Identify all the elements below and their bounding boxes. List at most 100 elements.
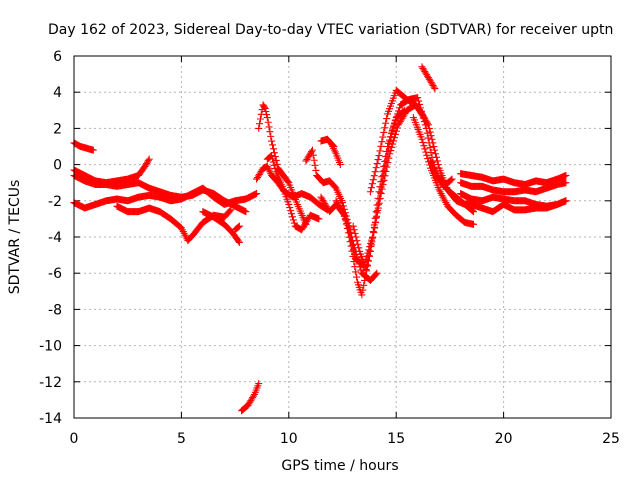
data-point (392, 127, 400, 135)
series-track-u (427, 157, 478, 216)
series-track-e (113, 202, 235, 245)
data-point (353, 273, 361, 281)
data-point (396, 104, 404, 112)
data-point (470, 220, 478, 228)
x-axis-label: GPS time / hours (281, 458, 398, 474)
data-point (362, 272, 370, 280)
data-point (420, 142, 428, 150)
x-tick-label: 20 (495, 431, 513, 447)
data-point (363, 261, 371, 269)
data-point (89, 146, 97, 154)
data-point (374, 206, 382, 214)
data-point (392, 116, 400, 124)
data-point (227, 206, 235, 214)
data-point (383, 152, 391, 160)
data-point (350, 246, 358, 254)
data-point (379, 171, 387, 179)
data-point (284, 177, 292, 185)
data-point (145, 155, 153, 163)
data-point (390, 122, 398, 130)
data-point (273, 160, 281, 168)
y-tick-label: -14 (39, 411, 62, 427)
data-point (429, 139, 437, 147)
data-point (376, 147, 384, 155)
data-point (253, 190, 261, 198)
data-point (387, 133, 395, 141)
data-point (338, 206, 346, 214)
data-point (373, 269, 381, 277)
data-point (285, 200, 293, 208)
y-tick-label: -8 (48, 302, 62, 318)
data-point (353, 237, 361, 245)
data-point (381, 162, 389, 170)
series-track-w (457, 179, 570, 196)
data-point (389, 125, 397, 133)
data-point (142, 161, 150, 169)
data-point (423, 151, 431, 159)
data-point (256, 115, 264, 123)
data-point (143, 160, 151, 168)
data-point (369, 176, 377, 184)
data-point (263, 111, 271, 119)
data-point (431, 85, 439, 93)
data-point (365, 252, 373, 260)
data-point (359, 286, 367, 294)
data-point (368, 238, 376, 246)
data-point (250, 392, 258, 400)
data-point (351, 263, 359, 271)
data-point (309, 151, 317, 159)
data-point (355, 244, 363, 252)
data-point (242, 208, 250, 216)
data-point (271, 165, 279, 173)
data-point (290, 219, 298, 227)
data-point (234, 237, 242, 245)
data-point (380, 128, 388, 136)
data-point (372, 164, 380, 172)
data-point (562, 197, 570, 205)
data-point (394, 110, 402, 118)
data-point (375, 195, 383, 203)
data-point (391, 130, 399, 138)
data-point (382, 167, 390, 175)
data-point (430, 83, 438, 91)
data-point (470, 208, 478, 216)
data-point (433, 157, 441, 165)
series-track-f (199, 208, 243, 246)
data-point (380, 176, 388, 184)
data-point (372, 218, 380, 226)
data-point (383, 115, 391, 123)
y-tick-label: 2 (53, 121, 62, 137)
data-point (377, 142, 385, 150)
data-point (269, 145, 277, 153)
data-point (415, 97, 423, 105)
data-point (266, 128, 274, 136)
data-point (384, 147, 392, 155)
data-point (393, 124, 401, 132)
data-point (562, 171, 570, 179)
data-point (377, 183, 385, 191)
data-point (351, 229, 359, 237)
series-track-n (328, 141, 344, 169)
data-point (262, 108, 270, 116)
data-point (255, 124, 263, 132)
data-point (310, 156, 318, 164)
data-point (263, 114, 271, 122)
data-point (423, 129, 431, 137)
data-point (289, 216, 297, 224)
data-point (358, 291, 366, 299)
series-track-t (409, 114, 478, 228)
series-track-g (231, 222, 243, 234)
data-point (345, 224, 353, 232)
data-point (426, 144, 434, 152)
y-tick-label: -6 (48, 266, 62, 282)
data-point (269, 141, 277, 149)
data-point (371, 168, 379, 176)
data-point (421, 145, 429, 153)
data-point (426, 128, 434, 136)
data-point (368, 180, 376, 188)
data-point (432, 150, 440, 158)
series-track-h (238, 380, 263, 415)
chart-title: Day 162 of 2023, Sidereal Day-to-day VTE… (48, 22, 613, 38)
